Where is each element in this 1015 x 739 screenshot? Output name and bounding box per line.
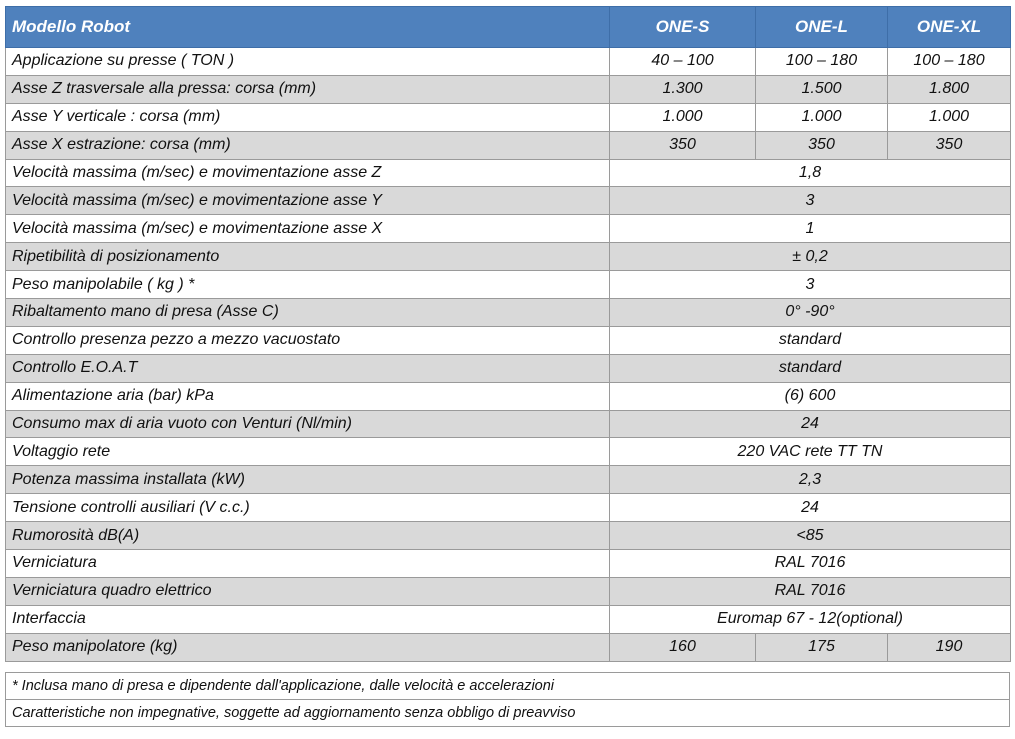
- model-label-header: Modello Robot: [5, 6, 610, 48]
- table-row: Voltaggio rete 220 VAC rete TT TN: [5, 437, 1011, 467]
- specifications-body: Applicazione su presse ( TON ) 40 – 100 10…: [5, 47, 1011, 662]
- row-label: Alimentazione aria (bar) kPa: [5, 381, 610, 411]
- row-value: 350: [609, 130, 756, 160]
- row-value: 1,8: [609, 158, 1011, 188]
- row-value: 100 – 180: [887, 47, 1011, 76]
- table-row: Interfaccia Euromap 67 - 12(optional): [5, 604, 1011, 634]
- row-label: Asse Z trasversale alla pressa: corsa (m…: [5, 74, 610, 104]
- table-row: Applicazione su presse ( TON ) 40 – 100 10…: [5, 47, 1011, 76]
- row-value: ± 0,2: [609, 242, 1011, 272]
- row-value: 350: [887, 130, 1011, 160]
- table-row: Velocità massima (m/sec) e movimentazion…: [5, 214, 1011, 244]
- row-label: Rumorosità dB(A): [5, 521, 610, 551]
- row-label: Ribaltamento mano di presa (Asse C): [5, 298, 610, 327]
- row-value: 1.300: [609, 74, 756, 104]
- table-row: Asse Z trasversale alla pressa: corsa (m…: [5, 74, 1011, 104]
- row-label: Applicazione su presse ( TON ): [5, 47, 610, 76]
- table-row: Controllo presenza pezzo a mezzo vacuost…: [5, 325, 1011, 355]
- notes-box: * Inclusa mano di presa e dipendente dal…: [5, 671, 1010, 727]
- row-label: Asse Y verticale : corsa (mm): [5, 102, 610, 132]
- row-label: Controllo E.O.A.T: [5, 353, 610, 383]
- table-row: Ripetibilità di posizionamento ± 0,2: [5, 242, 1011, 272]
- row-value: standard: [609, 353, 1011, 383]
- row-value: 160: [609, 632, 756, 662]
- model-one-l-header: ONE-L: [755, 6, 888, 48]
- row-label: Voltaggio rete: [5, 437, 610, 467]
- row-label: Peso manipolabile ( kg ) *: [5, 270, 610, 300]
- row-value: 175: [755, 632, 888, 662]
- table-row: Verniciatura RAL 7016: [5, 549, 1011, 578]
- row-label: Interfaccia: [5, 604, 610, 634]
- table-row: Ribaltamento mano di presa (Asse C) 0° -9…: [5, 298, 1011, 327]
- table-row: Rumorosità dB(A) <85: [5, 521, 1011, 551]
- row-value: 220 VAC rete TT TN: [609, 437, 1011, 467]
- row-value: 3: [609, 270, 1011, 300]
- row-value: 40 – 100: [609, 47, 756, 76]
- table-row: Alimentazione aria (bar) kPa (6) 600: [5, 381, 1011, 411]
- row-label: Velocità massima (m/sec) e movimentazion…: [5, 186, 610, 216]
- disclaimer: Caratteristiche non impegnative, soggett…: [6, 698, 1009, 726]
- row-label: Peso manipolatore (kg): [5, 632, 610, 662]
- row-value: 1.800: [887, 74, 1011, 104]
- table-row: Peso manipolabile ( kg ) * 3: [5, 270, 1011, 300]
- row-value: 190: [887, 632, 1011, 662]
- row-label: Controllo presenza pezzo a mezzo vacuost…: [5, 325, 610, 355]
- row-value: 350: [755, 130, 888, 160]
- table-row: Potenza massima installata (kW) 2,3: [5, 465, 1011, 495]
- row-label: Velocità massima (m/sec) e movimentazion…: [5, 158, 610, 188]
- footnote: * Inclusa mano di presa e dipendente dal…: [12, 677, 555, 694]
- table-row: Velocità massima (m/sec) e movimentazion…: [5, 158, 1011, 188]
- row-value: 0° -90°: [609, 298, 1011, 327]
- row-value: RAL 7016: [609, 549, 1011, 578]
- row-value: 1.000: [609, 102, 756, 132]
- row-label: Tensione controlli ausiliari (V c.c.): [5, 493, 610, 523]
- row-value: 1: [609, 214, 1011, 244]
- row-label: Verniciatura quadro elettrico: [5, 576, 610, 606]
- table-row: Asse X estrazione: corsa (mm) 350 350 350: [5, 130, 1011, 160]
- spec-sheet: Modello Robot ONE-S ONE-L ONE-XL Applica…: [5, 6, 1011, 727]
- row-value: 100 – 180: [755, 47, 888, 76]
- row-label: Velocità massima (m/sec) e movimentazion…: [5, 214, 610, 244]
- table-row: Controllo E.O.A.T standard: [5, 353, 1011, 383]
- header-row: Modello Robot ONE-S ONE-L ONE-XL: [5, 6, 1011, 48]
- specifications-table: Modello Robot ONE-S ONE-L ONE-XL Applica…: [5, 6, 1011, 662]
- table-row: Tensione controlli ausiliari (V c.c.) 24: [5, 493, 1011, 523]
- row-label: Asse X estrazione: corsa (mm): [5, 130, 610, 160]
- row-value: <85: [609, 521, 1011, 551]
- table-row: Velocità massima (m/sec) e movimentazion…: [5, 186, 1011, 216]
- row-value: 24: [609, 409, 1011, 439]
- row-label: Potenza massima installata (kW): [5, 465, 610, 495]
- row-value: RAL 7016: [609, 576, 1011, 606]
- row-label: Consumo max di aria vuoto con Venturi (N…: [5, 409, 610, 439]
- row-value: (6) 600: [609, 381, 1011, 411]
- row-label: Ripetibilità di posizionamento: [5, 242, 610, 272]
- row-value: Euromap 67 - 12(optional): [609, 604, 1011, 634]
- table-row: Asse Y verticale : corsa (mm) 1.000 1.000 1…: [5, 102, 1011, 132]
- row-value: 1.000: [887, 102, 1011, 132]
- row-value: 2,3: [609, 465, 1011, 495]
- table-row: Verniciatura quadro elettrico RAL 7016: [5, 576, 1011, 606]
- row-value: standard: [609, 325, 1011, 355]
- row-label: Verniciatura: [5, 549, 610, 578]
- row-value: 3: [609, 186, 1011, 216]
- table-row: Consumo max di aria vuoto con Venturi (N…: [5, 409, 1011, 439]
- model-one-s-header: ONE-S: [609, 6, 756, 48]
- table-row: Peso manipolatore (kg) 160 175 190: [5, 632, 1011, 662]
- model-one-xl-header: ONE-XL: [887, 6, 1011, 48]
- row-value: 1.000: [755, 102, 888, 132]
- row-value: 24: [609, 493, 1011, 523]
- row-value: 1.500: [755, 74, 888, 104]
